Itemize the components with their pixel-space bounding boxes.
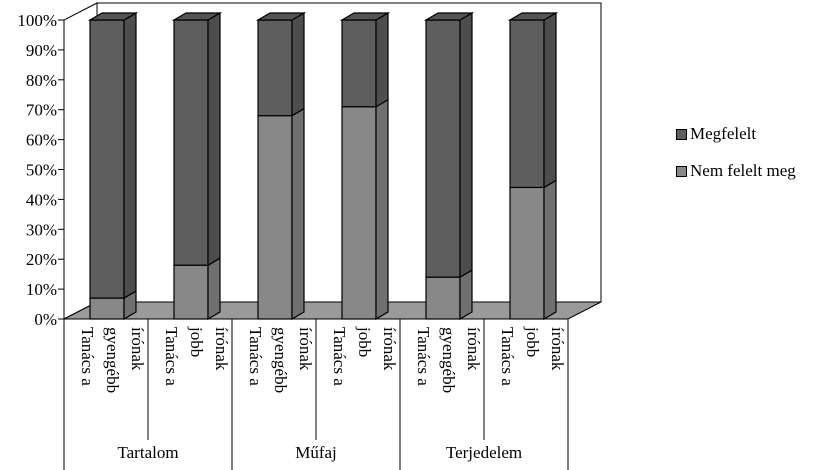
bar-top <box>423 12 475 21</box>
bar-segment-side <box>207 257 221 321</box>
legend-item-nem-felelt-meg: Nem felelt meg <box>676 161 796 181</box>
legend: Megfelelt Nem felelt meg <box>676 124 796 198</box>
bar-segment <box>341 106 377 320</box>
y-tick-label: 40% <box>26 190 57 209</box>
bar-top <box>255 12 307 21</box>
bar-top <box>87 12 139 21</box>
bar-top <box>339 12 391 21</box>
bar-top <box>507 12 559 21</box>
legend-label-megfelelt: Megfelelt <box>690 124 757 143</box>
bar-segment-side <box>375 98 389 321</box>
category-label: írónak <box>296 327 315 371</box>
y-tick-label: 90% <box>26 41 57 60</box>
bar-segment-side <box>543 11 557 189</box>
bar-segment-side <box>375 11 389 108</box>
y-tick-label: 50% <box>26 161 57 180</box>
category-label: Tanács a <box>330 327 349 386</box>
y-tick-label: 30% <box>26 220 57 239</box>
y-tick-label: 60% <box>26 131 57 150</box>
group-label: Műfaj <box>295 443 337 462</box>
y-tick-label: 0% <box>34 310 57 329</box>
category-label: írónak <box>464 327 483 371</box>
category-label: jobb <box>355 326 374 357</box>
bar-segment <box>173 264 209 320</box>
category-label: Tanács a <box>246 327 265 386</box>
category-label: gyengébb <box>271 327 290 393</box>
legend-label-nem-felelt-meg: Nem felelt meg <box>690 161 796 180</box>
bar-top <box>171 12 223 21</box>
bar-segment <box>425 276 461 320</box>
bar-segment-side <box>123 11 137 300</box>
group-label: Tartalom <box>117 443 178 462</box>
category-label: gyengébb <box>439 327 458 393</box>
bar-segment-side <box>543 179 557 321</box>
bar-segment-side <box>291 11 305 117</box>
bar-segment <box>509 186 545 320</box>
bar-segment <box>89 19 125 299</box>
bar-segment <box>257 115 293 320</box>
bar-segment-side <box>459 269 473 321</box>
category-label: írónak <box>128 327 147 371</box>
category-label: Tanács a <box>78 327 97 386</box>
category-label: Tanács a <box>414 327 433 386</box>
y-tick-label: 100% <box>17 11 57 30</box>
category-label: írónak <box>212 327 231 371</box>
bar-segment-side <box>459 11 473 279</box>
category-label: írónak <box>548 327 567 371</box>
y-tick-label: 80% <box>26 71 57 90</box>
bar-segment <box>173 19 209 266</box>
bar-segment <box>257 19 293 117</box>
category-label: jobb <box>523 326 542 357</box>
category-label: Tanács a <box>162 327 181 386</box>
legend-swatch-megfelelt <box>676 128 687 140</box>
legend-swatch-nem-felelt-meg <box>676 165 687 177</box>
y-tick-label: 10% <box>26 280 57 299</box>
bar-segment-side <box>291 107 305 321</box>
bar-segment <box>509 19 545 189</box>
y-tick-label: 70% <box>26 101 57 120</box>
category-label: jobb <box>187 326 206 357</box>
bar-segment <box>425 19 461 278</box>
group-label: Terjedelem <box>446 443 522 462</box>
bar-segment-side <box>207 11 221 267</box>
category-label: írónak <box>380 327 399 371</box>
y-tick-label: 20% <box>26 250 57 269</box>
bar-segment <box>89 297 125 320</box>
category-label: Tanács a <box>498 327 517 386</box>
category-label: gyengébb <box>103 327 122 393</box>
legend-item-megfelelt: Megfelelt <box>676 124 796 144</box>
bar-segment <box>341 19 377 108</box>
